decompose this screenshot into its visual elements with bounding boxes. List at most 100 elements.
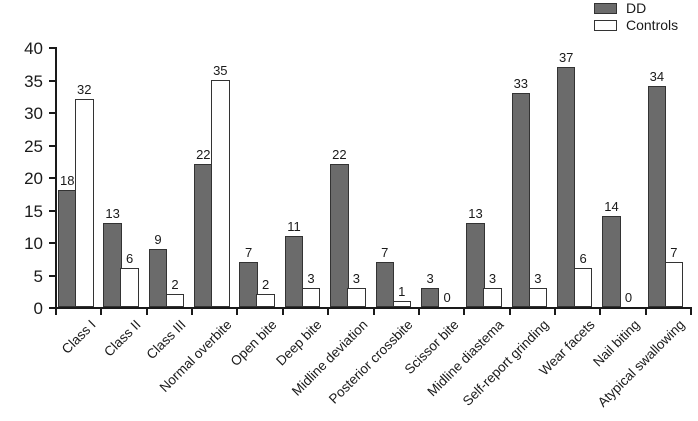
bar-controls xyxy=(211,79,230,307)
bar-value-label-controls: 0 xyxy=(443,290,451,305)
x-tick xyxy=(690,309,692,315)
bar-value-label-controls: 2 xyxy=(262,277,270,292)
bar-dd xyxy=(556,66,576,307)
legend-label-controls: Controls xyxy=(626,17,679,33)
category-label: Class III xyxy=(143,317,189,363)
legend-label-dd: DD xyxy=(626,0,647,16)
bar-value-label-dd: 13 xyxy=(105,205,120,221)
category-label: Self-report grinding xyxy=(460,317,552,409)
bar-dd xyxy=(330,164,349,307)
chart-legend: DD Controls xyxy=(594,1,678,35)
category-label: Midline diastema xyxy=(424,317,507,400)
x-tick xyxy=(508,309,511,315)
bar-controls xyxy=(120,268,139,307)
bar-controls xyxy=(256,294,275,307)
bar-value-label-controls: 3 xyxy=(488,270,497,286)
y-axis-line xyxy=(55,47,57,307)
legend-item-controls: Controls xyxy=(594,18,678,32)
y-tick xyxy=(49,274,55,277)
category-label: Class II xyxy=(101,317,144,360)
bar-controls xyxy=(75,99,94,307)
y-tick-label: 30 xyxy=(24,104,43,123)
y-tick xyxy=(49,177,55,179)
bar-value-label-dd: 3 xyxy=(426,270,434,286)
bar-value-label-dd: 37 xyxy=(558,49,574,65)
bar-value-label-dd: 34 xyxy=(649,69,665,84)
bar-dd xyxy=(194,164,213,307)
bar-value-label-dd: 33 xyxy=(513,75,529,91)
bar-value-label-controls: 1 xyxy=(398,283,406,299)
bar-controls xyxy=(301,287,321,307)
x-tick xyxy=(191,309,194,315)
bar-value-label-dd: 18 xyxy=(60,173,75,188)
x-tick xyxy=(55,309,57,315)
bar-dd xyxy=(103,222,122,307)
bar-value-label-dd: 7 xyxy=(381,244,389,260)
bar-dd xyxy=(58,190,77,307)
category-label: Open bite xyxy=(227,317,280,370)
legend-item-dd: DD xyxy=(594,1,678,15)
bar-controls xyxy=(528,287,548,307)
x-tick xyxy=(417,309,420,315)
bar-dd xyxy=(239,261,258,307)
x-tick xyxy=(281,309,284,315)
y-tick-label: 25 xyxy=(24,136,43,156)
y-tick xyxy=(49,47,55,49)
bar-controls xyxy=(165,294,185,307)
x-tick xyxy=(372,309,375,315)
legend-swatch-dd-icon xyxy=(594,2,617,14)
x-tick xyxy=(463,309,466,315)
bar-dd xyxy=(375,261,394,307)
bar-dd xyxy=(602,216,621,307)
bar-value-label-controls: 35 xyxy=(213,62,228,78)
bar-value-label-controls: 0 xyxy=(624,290,633,305)
bar-value-label-controls: 32 xyxy=(77,82,92,97)
y-tick-label: 40 xyxy=(24,39,43,58)
y-tick-label: 10 xyxy=(24,234,43,253)
x-tick xyxy=(599,309,602,315)
bar-value-label-dd: 13 xyxy=(468,205,483,221)
x-tick xyxy=(100,309,103,315)
bar-value-label-dd: 14 xyxy=(604,199,619,214)
bar-controls xyxy=(664,261,684,307)
y-tick xyxy=(49,209,55,212)
bar-value-label-dd: 22 xyxy=(196,147,211,162)
y-tick-label: 20 xyxy=(24,169,43,188)
bar-dd xyxy=(466,222,485,307)
bar-value-label-controls: 6 xyxy=(579,251,587,266)
bar-dd xyxy=(148,248,168,307)
bar-value-label-dd: 9 xyxy=(154,231,162,247)
y-tick xyxy=(49,307,55,309)
bar-controls xyxy=(483,287,502,307)
bar-dd xyxy=(284,235,304,307)
bar-value-label-controls: 2 xyxy=(171,277,179,292)
bar-value-label-dd: 22 xyxy=(332,147,347,162)
y-tick xyxy=(49,144,55,147)
bar-value-label-controls: 6 xyxy=(125,251,134,266)
bar-value-label-controls: 3 xyxy=(307,270,315,286)
y-tick xyxy=(49,112,55,114)
bar-dd xyxy=(420,287,440,307)
y-tick-label: 5 xyxy=(33,266,43,286)
legend-swatch-controls-icon xyxy=(594,19,617,31)
bar-value-label-controls: 7 xyxy=(670,244,678,260)
category-label: Class I xyxy=(58,317,99,357)
bar-controls xyxy=(392,300,411,307)
category-label: Posterior crossbite xyxy=(326,317,416,407)
bar-dd xyxy=(511,92,531,307)
bar-value-label-controls: 3 xyxy=(352,270,360,286)
x-tick xyxy=(553,309,556,315)
bar-dd xyxy=(647,86,667,307)
x-tick xyxy=(236,309,239,315)
y-tick xyxy=(49,242,55,244)
bar-controls xyxy=(573,268,593,307)
x-axis-line xyxy=(55,307,692,309)
category-label: Atypical swallowing xyxy=(595,317,688,410)
bar-value-label-controls: 3 xyxy=(534,270,542,286)
x-tick xyxy=(145,309,148,315)
y-tick-label: 0 xyxy=(33,299,43,318)
y-tick xyxy=(49,79,55,82)
x-tick xyxy=(327,309,330,315)
